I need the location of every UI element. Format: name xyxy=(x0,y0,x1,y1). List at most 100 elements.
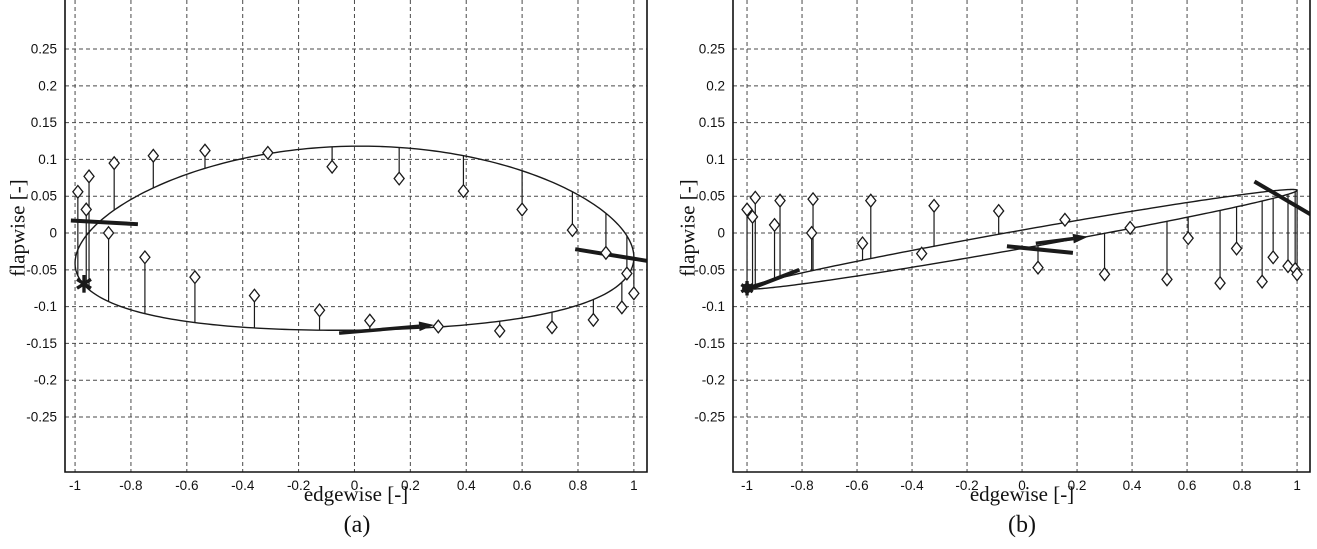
x-tick-label: -0.2 xyxy=(955,478,978,493)
data-point-diamond xyxy=(189,269,201,285)
data-point-diamond xyxy=(587,312,600,328)
y-tick-label: 0.25 xyxy=(699,42,725,57)
data-point-diamond xyxy=(928,198,940,214)
tangent-segment xyxy=(70,218,139,227)
data-point-diamond xyxy=(1256,274,1268,289)
trajectory-loop xyxy=(74,145,635,331)
y-tick-label: 0.1 xyxy=(38,152,57,167)
x-tick-label: -1 xyxy=(741,478,753,493)
data-point-diamond xyxy=(741,202,753,217)
arrow-head xyxy=(1072,233,1089,244)
data-point-diamond xyxy=(493,323,506,339)
y-tick-label: 0.05 xyxy=(699,189,725,204)
data-point-diamond xyxy=(516,202,528,217)
asterisk-spoke xyxy=(76,278,92,290)
y-tick-label: 0 xyxy=(49,226,57,241)
y-tick-label: -0.1 xyxy=(702,299,725,314)
data-point-diamond xyxy=(807,191,819,207)
data-point-diamond xyxy=(621,266,633,281)
grid xyxy=(733,0,1310,472)
stem-lines xyxy=(746,190,1298,290)
data-point-diamond xyxy=(364,313,376,328)
data-point-diamond xyxy=(1267,249,1279,265)
x-tick-label: 1 xyxy=(1293,478,1301,493)
data-point-diamond xyxy=(457,183,470,199)
data-point-diamond xyxy=(600,245,612,261)
tick-labels: -1 -0.8 -0.6 -0.4 -0.2 0 0.2 0.4 0.6 0.8 1 0.25 0.2 0… xyxy=(694,42,1301,493)
stem-lines xyxy=(77,146,635,331)
x-tick-label: 0 xyxy=(351,478,359,493)
data-point-diamond xyxy=(1059,212,1071,228)
y-axis-label-b: flapwise [-] xyxy=(675,179,700,277)
x-tick-label: -1 xyxy=(69,478,81,493)
data-point-diamond xyxy=(1124,220,1136,236)
data-point-diamond xyxy=(864,193,877,208)
data-point-diamond xyxy=(326,159,338,175)
data-point-diamond xyxy=(992,203,1005,219)
x-axis-label-a: edgewise [-] xyxy=(303,482,409,506)
data-point-diamond xyxy=(108,155,121,171)
arrow-shaft xyxy=(338,324,420,335)
y-tick-label: 0.2 xyxy=(38,78,57,93)
data-point-diamond xyxy=(1182,230,1194,246)
data-point-diamond xyxy=(566,222,579,238)
y-tick-label: 0 xyxy=(717,226,725,241)
x-axis-label-b: edgewise [-] xyxy=(969,482,1075,506)
data-point-diamond xyxy=(72,184,84,200)
panel-b: -1 -0.8 -0.6 -0.4 -0.2 0 0.2 0.4 0.6 0.8 1 0.25 0.2 0… xyxy=(694,0,1311,493)
data-point-diamond xyxy=(546,319,558,335)
x-tick-label: -0.6 xyxy=(845,478,868,493)
axis-frame xyxy=(732,0,1311,473)
y-tick-label: -0.2 xyxy=(34,373,57,388)
x-tick-label: -0.8 xyxy=(790,478,813,493)
arrow-shaft xyxy=(1035,236,1074,246)
x-tick-label: 0.6 xyxy=(513,478,532,493)
tangent-segment xyxy=(1006,244,1074,255)
tangent-segment xyxy=(744,267,800,293)
y-tick-label: 0.15 xyxy=(31,115,57,130)
y-tick-label: -0.25 xyxy=(694,410,725,425)
tangent-segment xyxy=(1253,179,1310,217)
y-tick-label: 0.1 xyxy=(706,152,725,167)
data-point-diamond xyxy=(1032,260,1044,275)
tick-labels: -1 -0.8 -0.6 -0.4 -0.2 0 0.2 0.4 0.6 0.8 1 0.25 0.2 0… xyxy=(26,42,637,493)
data-point-diamond xyxy=(83,169,95,184)
arrow-head xyxy=(418,321,435,332)
data-point-diamond xyxy=(313,302,326,318)
data-point-diamond xyxy=(915,246,928,261)
data-point-diamond xyxy=(1282,258,1294,274)
y-tick-label: 0.25 xyxy=(31,42,57,57)
panel-a: -1 -0.8 -0.6 -0.4 -0.2 0 0.2 0.4 0.6 0.8 1 0.25 0.2 0… xyxy=(26,0,648,493)
data-point-diamond xyxy=(628,286,640,301)
y-tick-label: 0.05 xyxy=(31,189,57,204)
panel-b-plot-area xyxy=(733,0,1310,472)
data-point-diamond xyxy=(805,225,818,241)
x-tick-label: 0.8 xyxy=(569,478,588,493)
data-point-diamond xyxy=(774,193,786,208)
data-point-diamond xyxy=(248,288,261,303)
x-tick-label: 0.8 xyxy=(1233,478,1252,493)
data-point-diamond xyxy=(80,202,93,217)
x-tick-label: 0 xyxy=(1018,478,1026,493)
data-point-diamond xyxy=(856,235,869,251)
data-point-diamond xyxy=(749,190,762,206)
data-point-diamond xyxy=(432,319,445,334)
caption-a: (a) xyxy=(343,512,371,538)
data-point-diamond xyxy=(1098,266,1111,282)
data-point-diamond xyxy=(1291,266,1303,282)
start-marker xyxy=(740,281,754,296)
data-point-diamond xyxy=(102,225,115,241)
data-point-diamond xyxy=(262,145,274,161)
y-axis-label-a: flapwise [-] xyxy=(5,179,30,277)
y-tick-label: -0.05 xyxy=(26,262,57,277)
y-tick-label: -0.15 xyxy=(26,336,57,351)
data-point-diamond xyxy=(1230,241,1243,256)
y-tick-label: -0.15 xyxy=(694,336,725,351)
x-tick-label: -0.6 xyxy=(175,478,198,493)
y-tick-label: 0.2 xyxy=(706,78,725,93)
data-point-diamond xyxy=(1161,272,1173,287)
data-point-diamond xyxy=(139,249,151,265)
diamond-markers xyxy=(741,190,1303,291)
